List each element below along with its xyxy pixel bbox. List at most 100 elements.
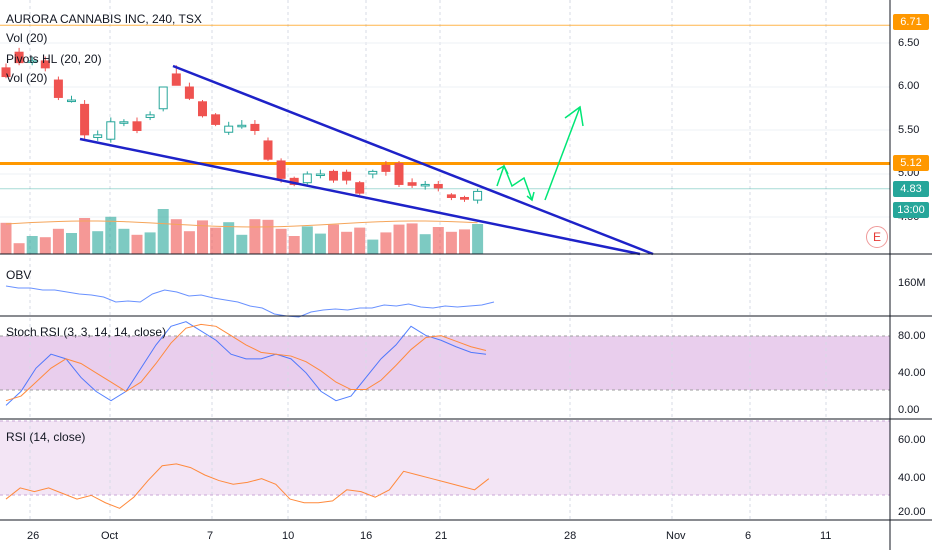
rsi-title[interactable]: RSI (14, close): [6, 430, 86, 444]
obv-tick: 160M: [898, 277, 926, 289]
lower-trendline: [79, 137, 641, 256]
candle-body: [158, 86, 168, 110]
stoch-title[interactable]: Stoch RSI (3, 3, 14, 14, close): [6, 325, 167, 339]
volume-bar: [445, 231, 457, 254]
stoch-k-line: [5, 321, 487, 406]
candle-body: [368, 170, 378, 175]
candle-body: [237, 124, 247, 128]
volume-bar: [0, 222, 12, 254]
volume-bar: [223, 222, 235, 254]
volume-bar: [144, 232, 156, 254]
candle-body: [93, 134, 103, 138]
volume-bar: [380, 232, 392, 254]
rsi-line: [5, 463, 490, 509]
candle-body: [184, 86, 194, 99]
volume-bar: [301, 226, 313, 254]
candle-body: [420, 183, 430, 187]
rsi-line: [5, 463, 490, 509]
volume-bar: [275, 228, 287, 254]
candle-body: [171, 73, 181, 86]
volume-bar: [79, 218, 91, 254]
rsi-tick: 20.00: [898, 506, 926, 518]
candle-body: [224, 125, 234, 133]
x-tick: 6: [745, 530, 752, 542]
volume-bar: [197, 220, 208, 254]
candle-body: [132, 121, 142, 132]
y-tick: 6.00: [898, 80, 920, 92]
legend-vol[interactable]: Vol (20): [6, 31, 48, 45]
candle-body: [342, 171, 352, 181]
arrow-head: [526, 191, 535, 202]
stoch-lines: [5, 321, 487, 406]
y-tick: 5.50: [898, 124, 920, 136]
candle-body: [276, 160, 286, 179]
candle-body: [198, 101, 207, 117]
candle-body: [145, 114, 155, 118]
candle-body: [119, 121, 129, 124]
x-tick: 26: [27, 530, 40, 542]
volume-bar: [157, 209, 169, 254]
grid: [0, 0, 890, 520]
legend-vol-2[interactable]: Vol (20): [6, 71, 48, 85]
x-tick: Nov: [666, 530, 686, 542]
up-arrow-head: [564, 105, 584, 127]
earnings-icon[interactable]: E: [866, 226, 888, 248]
x-tick: 28: [564, 530, 577, 542]
countdown-badge: 13:00: [893, 202, 929, 218]
stoch-d-line: [5, 323, 487, 402]
volume-bar: [288, 236, 300, 254]
legend-pivots[interactable]: Pivots HL (20, 20): [6, 52, 102, 66]
volume-bar: [419, 234, 431, 254]
candle-body: [40, 60, 50, 69]
candle-body: [446, 194, 456, 198]
obv-line: [5, 285, 495, 318]
volume-bar: [341, 231, 353, 254]
volume-bar: [262, 219, 274, 254]
x-tick: 7: [207, 530, 214, 542]
candle-body: [381, 164, 391, 172]
volume-bar: [328, 224, 339, 254]
candle-body: [407, 182, 417, 186]
candle-body: [250, 123, 260, 132]
candle-body: [315, 173, 325, 176]
volume-bar: [210, 227, 222, 254]
stoch-tick: 40.00: [898, 367, 926, 379]
volume-bar: [236, 234, 248, 254]
up-arrow-shaft: [544, 106, 581, 201]
candle-body: [302, 173, 312, 184]
candle-body: [27, 60, 37, 63]
levels: [0, 24, 890, 190]
candle-body: [211, 114, 221, 125]
resistance-badge: 6.71: [893, 14, 929, 30]
volume-bar: [39, 237, 51, 254]
volume-bar: [367, 239, 379, 254]
candle-body: [473, 190, 483, 201]
y-tick: 6.50: [898, 37, 920, 49]
trendlines: [79, 64, 654, 256]
volume-bar: [459, 229, 470, 254]
candle-body: [106, 121, 116, 140]
candle-body: [460, 196, 469, 200]
candle-body: [1, 67, 11, 78]
candle-body: [394, 163, 404, 185]
x-tick: 21: [435, 530, 448, 542]
candle-body: [355, 182, 365, 194]
stoch-tick: 80.00: [898, 330, 926, 342]
x-tick: 16: [360, 530, 373, 542]
volume-bar: [183, 231, 195, 254]
x-tick: 11: [820, 530, 832, 542]
candle-body: [53, 79, 63, 98]
obv-line: [5, 285, 495, 318]
obv-title[interactable]: OBV: [6, 268, 32, 282]
rsi-tick: 40.00: [898, 472, 926, 484]
volume-bar: [249, 219, 261, 254]
candle-body: [67, 99, 76, 103]
stoch-band: [0, 336, 890, 390]
last-price-badge: 4.83: [893, 181, 929, 197]
rsi-tick: 60.00: [898, 434, 926, 446]
support-badge: 5.12: [893, 155, 929, 171]
candle-body: [14, 51, 24, 64]
chart-title: AURORA CANNABIS INC, 240, TSX: [6, 12, 202, 26]
x-tick: Oct: [101, 530, 119, 542]
